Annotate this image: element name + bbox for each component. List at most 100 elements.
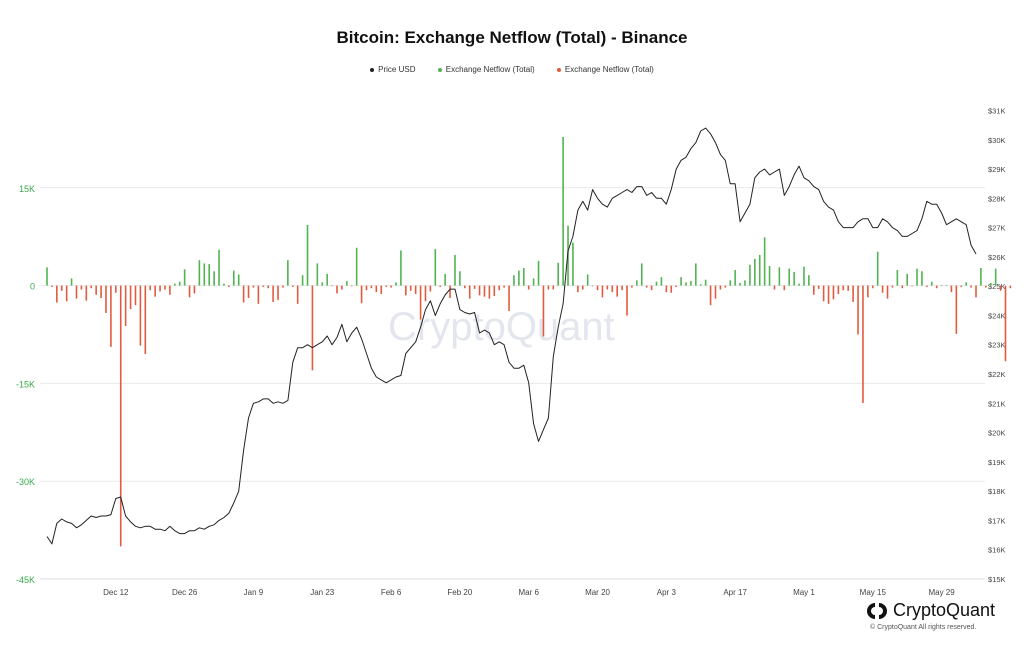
netflow-bar[interactable] [699, 284, 702, 286]
netflow-bar[interactable] [975, 285, 977, 298]
netflow-bar[interactable] [881, 285, 884, 293]
netflow-bar[interactable] [631, 285, 633, 288]
netflow-bar[interactable] [734, 269, 736, 286]
netflow-bar[interactable] [257, 285, 260, 304]
netflow-bar[interactable] [793, 271, 795, 286]
netflow-bar[interactable] [198, 260, 201, 286]
netflow-bar[interactable] [911, 285, 913, 287]
netflow-bar[interactable] [891, 285, 894, 288]
netflow-bar[interactable] [542, 285, 545, 337]
netflow-bar[interactable] [921, 271, 923, 286]
netflow-bar[interactable] [301, 275, 304, 286]
netflow-bar[interactable] [439, 285, 442, 287]
netflow-bar[interactable] [488, 285, 491, 299]
netflow-bar[interactable] [837, 285, 840, 295]
netflow-bar[interactable] [562, 136, 564, 286]
netflow-bar[interactable] [537, 260, 540, 286]
netflow-bar[interactable] [980, 267, 982, 286]
netflow-bar[interactable] [56, 285, 58, 303]
netflow-bar[interactable] [429, 285, 432, 292]
netflow-bar[interactable] [719, 285, 722, 290]
netflow-bar[interactable] [350, 285, 353, 287]
netflow-bar[interactable] [326, 273, 328, 286]
netflow-bar[interactable] [355, 247, 358, 286]
netflow-bar[interactable] [51, 285, 53, 287]
netflow-bar[interactable] [522, 267, 525, 286]
netflow-bar[interactable] [518, 270, 520, 286]
netflow-bar[interactable] [906, 273, 908, 286]
netflow-bar[interactable] [994, 268, 997, 286]
netflow-bar[interactable] [213, 271, 215, 286]
netflow-bar[interactable] [724, 285, 727, 288]
netflow-bar[interactable] [709, 285, 712, 306]
netflow-bar[interactable] [945, 284, 948, 286]
netflow-bar[interactable] [493, 285, 496, 297]
netflow-bar[interactable] [85, 285, 88, 301]
netflow-bar[interactable] [65, 285, 68, 302]
netflow-bar[interactable] [247, 285, 250, 298]
netflow-bar[interactable] [645, 285, 648, 288]
netflow-bar[interactable] [454, 254, 456, 286]
netflow-bar[interactable] [955, 285, 958, 334]
netflow-bar[interactable] [788, 268, 791, 286]
netflow-bar[interactable] [100, 285, 102, 298]
netflow-bar[interactable] [685, 282, 687, 286]
netflow-bar[interactable] [277, 285, 279, 300]
netflow-bar[interactable] [252, 285, 255, 288]
netflow-bar[interactable] [768, 266, 771, 286]
netflow-bar[interactable] [331, 285, 333, 287]
netflow-bar[interactable] [1009, 285, 1012, 289]
netflow-bar[interactable] [871, 285, 874, 289]
netflow-bar[interactable] [970, 285, 972, 288]
netflow-bar[interactable] [636, 280, 638, 286]
netflow-bar[interactable] [940, 284, 943, 286]
netflow-bar[interactable] [852, 285, 854, 302]
netflow-bar[interactable] [119, 285, 122, 547]
netflow-bar[interactable] [832, 285, 835, 300]
netflow-bar[interactable] [390, 285, 392, 288]
netflow-bar[interactable] [926, 285, 928, 287]
netflow-bar[interactable] [70, 278, 73, 286]
netflow-bar[interactable] [282, 285, 284, 288]
netflow-bar[interactable] [773, 285, 776, 290]
netflow-bar[interactable] [409, 285, 412, 291]
netflow-bar[interactable] [237, 274, 240, 286]
netflow-bar[interactable] [365, 285, 368, 291]
netflow-bar[interactable] [572, 242, 574, 286]
netflow-bar[interactable] [960, 285, 963, 287]
netflow-bar[interactable] [581, 285, 584, 290]
netflow-bar[interactable] [287, 260, 289, 286]
netflow-bar[interactable] [129, 285, 132, 310]
netflow-bar[interactable] [680, 277, 682, 286]
netflow-bar[interactable] [606, 285, 609, 290]
netflow-bar[interactable] [916, 268, 918, 286]
netflow-bar[interactable] [124, 285, 127, 327]
netflow-bar[interactable] [296, 285, 299, 304]
netflow-bar[interactable] [876, 251, 879, 286]
netflow-bar[interactable] [857, 285, 859, 335]
netflow-bar[interactable] [527, 285, 530, 290]
netflow-bar[interactable] [896, 269, 899, 286]
netflow-bar[interactable] [60, 285, 63, 291]
netflow-bar[interactable] [591, 285, 594, 287]
netflow-bar[interactable] [464, 285, 466, 289]
netflow-bar[interactable] [272, 285, 274, 302]
netflow-bar[interactable] [46, 267, 48, 286]
netflow-bar[interactable] [808, 275, 810, 286]
netflow-bar[interactable] [665, 285, 668, 293]
netflow-bar[interactable] [577, 285, 579, 293]
netflow-bar[interactable] [817, 285, 820, 289]
netflow-bar[interactable] [154, 285, 156, 297]
netflow-bar[interactable] [596, 285, 599, 291]
netflow-bar[interactable] [468, 285, 471, 299]
netflow-bar[interactable] [149, 285, 152, 291]
netflow-bar[interactable] [188, 285, 191, 298]
netflow-bar[interactable] [778, 267, 781, 286]
netflow-bar[interactable] [714, 285, 717, 299]
netflow-bar[interactable] [80, 285, 83, 290]
netflow-bar[interactable] [449, 285, 451, 298]
netflow-bar[interactable] [650, 285, 653, 291]
netflow-bar[interactable] [827, 285, 830, 304]
netflow-bar[interactable] [935, 285, 938, 289]
netflow-bar[interactable] [183, 269, 186, 286]
